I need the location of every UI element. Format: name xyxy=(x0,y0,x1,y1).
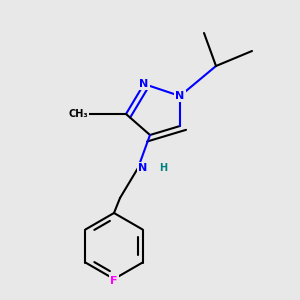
Text: N: N xyxy=(140,79,148,89)
Text: F: F xyxy=(110,275,118,286)
Text: N: N xyxy=(138,163,147,173)
Text: N: N xyxy=(176,91,184,101)
Text: H: H xyxy=(159,163,167,173)
Text: CH₃: CH₃ xyxy=(68,109,88,119)
